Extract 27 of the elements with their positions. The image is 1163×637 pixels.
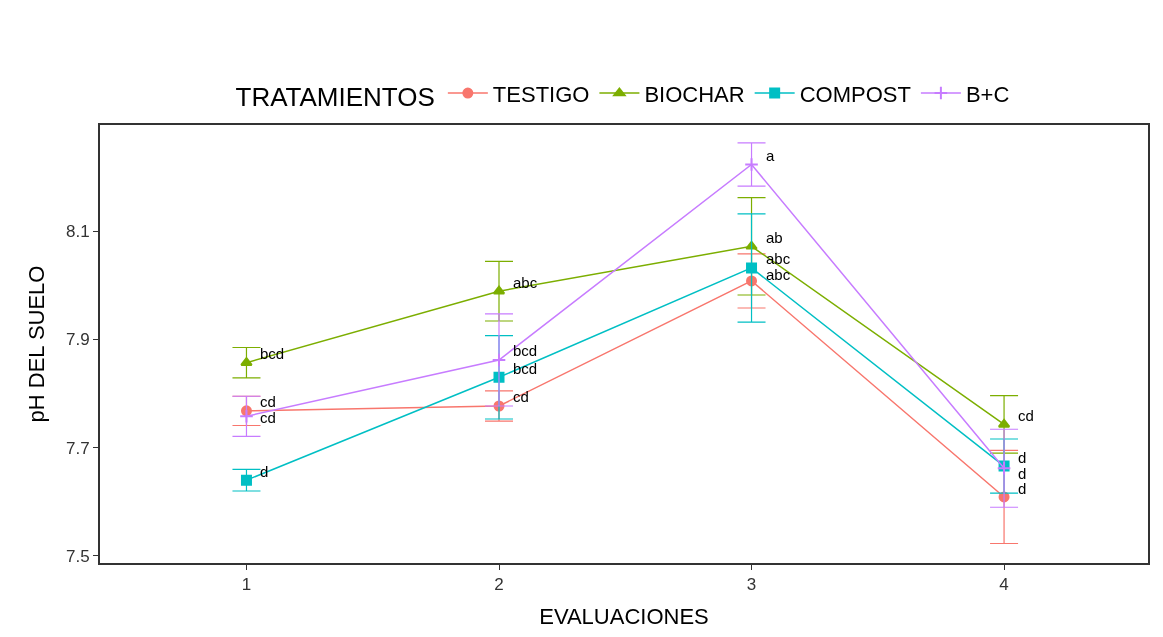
- x-tick-label: 3: [746, 575, 757, 595]
- y-tick-label: 7.9: [65, 330, 90, 350]
- annotation: bcd: [513, 342, 538, 359]
- annotation: d: [1018, 449, 1027, 466]
- annotation: cd: [1018, 407, 1034, 424]
- x-tick-label: 1: [241, 575, 252, 595]
- x-axis-title: EVALUACIONES: [539, 603, 709, 629]
- legend-label: TESTIGO: [492, 81, 590, 107]
- annotation: abc: [766, 266, 791, 283]
- annotation: cd: [260, 393, 276, 410]
- y-tick-label: 7.5: [65, 546, 90, 566]
- annotation: abc: [766, 250, 791, 267]
- x-tick-label: 2: [494, 575, 504, 595]
- annotation: ab: [766, 229, 783, 246]
- y-tick-label: 7.7: [65, 438, 90, 458]
- x-tick-label: 4: [999, 575, 1009, 595]
- y-tick-label: 8.1: [65, 222, 90, 242]
- y-axis-title: pH DEL SUELO: [24, 265, 50, 423]
- annotation: d: [1018, 480, 1027, 497]
- legend-label: COMPOST: [799, 81, 911, 107]
- annotation: cd: [260, 409, 276, 426]
- legend-label: B+C: [965, 81, 1010, 107]
- annotation: cd: [513, 388, 529, 405]
- legend-title: TRATAMIENTOS: [235, 82, 435, 113]
- annotation: a: [766, 147, 775, 164]
- annotation: d: [1018, 465, 1027, 482]
- legend-label: BIOCHAR: [644, 81, 745, 107]
